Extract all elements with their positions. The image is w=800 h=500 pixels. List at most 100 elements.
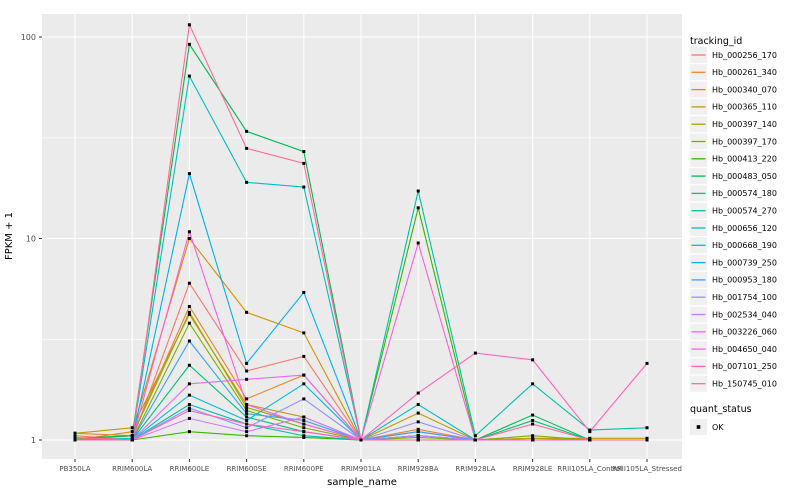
data-point (187, 339, 191, 343)
data-point (73, 435, 77, 439)
data-point (416, 403, 420, 407)
legend-label: Hb_002534_040 (712, 310, 777, 319)
data-point (302, 382, 306, 386)
data-point (245, 415, 249, 419)
data-point (187, 430, 191, 434)
data-point (245, 430, 249, 434)
data-point (302, 290, 306, 294)
data-point (416, 241, 420, 245)
y-axis-title: FPKM + 1 (4, 212, 15, 260)
legend-label: Hb_000365_110 (712, 103, 777, 112)
data-point (531, 436, 535, 440)
data-point (473, 434, 477, 438)
x-tick-label: RRIM901LA (341, 465, 381, 473)
data-point (187, 23, 191, 27)
y-tick-label: 10 (26, 234, 36, 243)
quant-legend-label: OK (712, 423, 724, 432)
legend-title-quant-status: quant_status (690, 404, 752, 415)
data-point (187, 281, 191, 285)
data-point (302, 150, 306, 154)
legend-label: Hb_150745_010 (712, 380, 777, 389)
data-point (416, 438, 420, 442)
data-point (302, 422, 306, 426)
data-point (645, 438, 649, 442)
plot-panel (42, 14, 682, 459)
legend-label: Hb_000574_180 (712, 189, 777, 198)
data-point (302, 397, 306, 401)
legend-label: Hb_000340_070 (712, 85, 777, 94)
data-point (416, 430, 420, 434)
x-tick-label: RRIM928BA (398, 465, 439, 473)
data-point (187, 382, 191, 386)
data-point (245, 412, 249, 416)
x-tick-label: RRIM600SE (227, 465, 267, 473)
data-point (416, 206, 420, 210)
data-point (187, 409, 191, 413)
legend-label: Hb_000397_170 (712, 137, 777, 146)
data-point (245, 361, 249, 365)
data-point (187, 42, 191, 46)
legend-label: Hb_007101_250 (712, 362, 777, 371)
data-point (416, 411, 420, 415)
data-point (416, 435, 420, 439)
legend-label: Hb_000739_250 (712, 258, 777, 267)
x-tick-label: RRIM600PE (284, 465, 324, 473)
data-point (245, 426, 249, 430)
data-point (245, 310, 249, 314)
x-tick-label: RRIM928LA (455, 465, 495, 473)
data-point (245, 409, 249, 413)
data-point (245, 369, 249, 373)
data-point (245, 422, 249, 426)
data-point (302, 161, 306, 165)
data-point (187, 363, 191, 367)
data-point (531, 413, 535, 417)
data-point (187, 321, 191, 325)
data-point (187, 393, 191, 397)
data-point (245, 403, 249, 407)
data-point (130, 436, 134, 440)
data-point (302, 331, 306, 335)
x-tick-label: RRIM600LA (112, 465, 152, 473)
data-point (531, 358, 535, 362)
data-point (302, 430, 306, 434)
data-point (645, 426, 649, 430)
data-point (645, 436, 649, 440)
data-point (187, 416, 191, 420)
data-point (130, 438, 134, 442)
y-tick-label: 100 (21, 33, 36, 42)
data-point (187, 312, 191, 316)
data-point (245, 418, 249, 422)
legend-label: Hb_001754_100 (712, 293, 777, 302)
data-point (588, 438, 592, 442)
data-point (187, 237, 191, 240)
data-point (245, 129, 249, 133)
data-point (531, 382, 535, 386)
legend-label: Hb_000413_220 (712, 155, 777, 164)
data-point (130, 430, 134, 434)
data-point (531, 438, 535, 442)
data-point (245, 397, 249, 401)
data-point (531, 422, 535, 426)
y-tick-label: 1 (31, 436, 36, 445)
data-point (130, 426, 134, 430)
legend-label: Hb_000656_120 (712, 224, 777, 233)
data-point (416, 434, 420, 438)
data-point (416, 189, 420, 193)
x-tick-label: RRII105LA_Control (557, 465, 622, 473)
legend-label: Hb_000574_270 (712, 207, 777, 216)
data-point (187, 304, 191, 308)
data-point (302, 373, 306, 377)
data-point (302, 426, 306, 430)
x-tick-label: RRIM600LE (170, 465, 210, 473)
data-point (245, 377, 249, 381)
data-point (359, 438, 363, 442)
data-point (302, 415, 306, 419)
legend-label: Hb_000397_140 (712, 120, 777, 129)
data-point (588, 436, 592, 440)
data-point (187, 403, 191, 407)
data-point (73, 434, 77, 438)
data-point (416, 420, 420, 424)
data-point (187, 230, 191, 234)
data-point (245, 405, 249, 409)
